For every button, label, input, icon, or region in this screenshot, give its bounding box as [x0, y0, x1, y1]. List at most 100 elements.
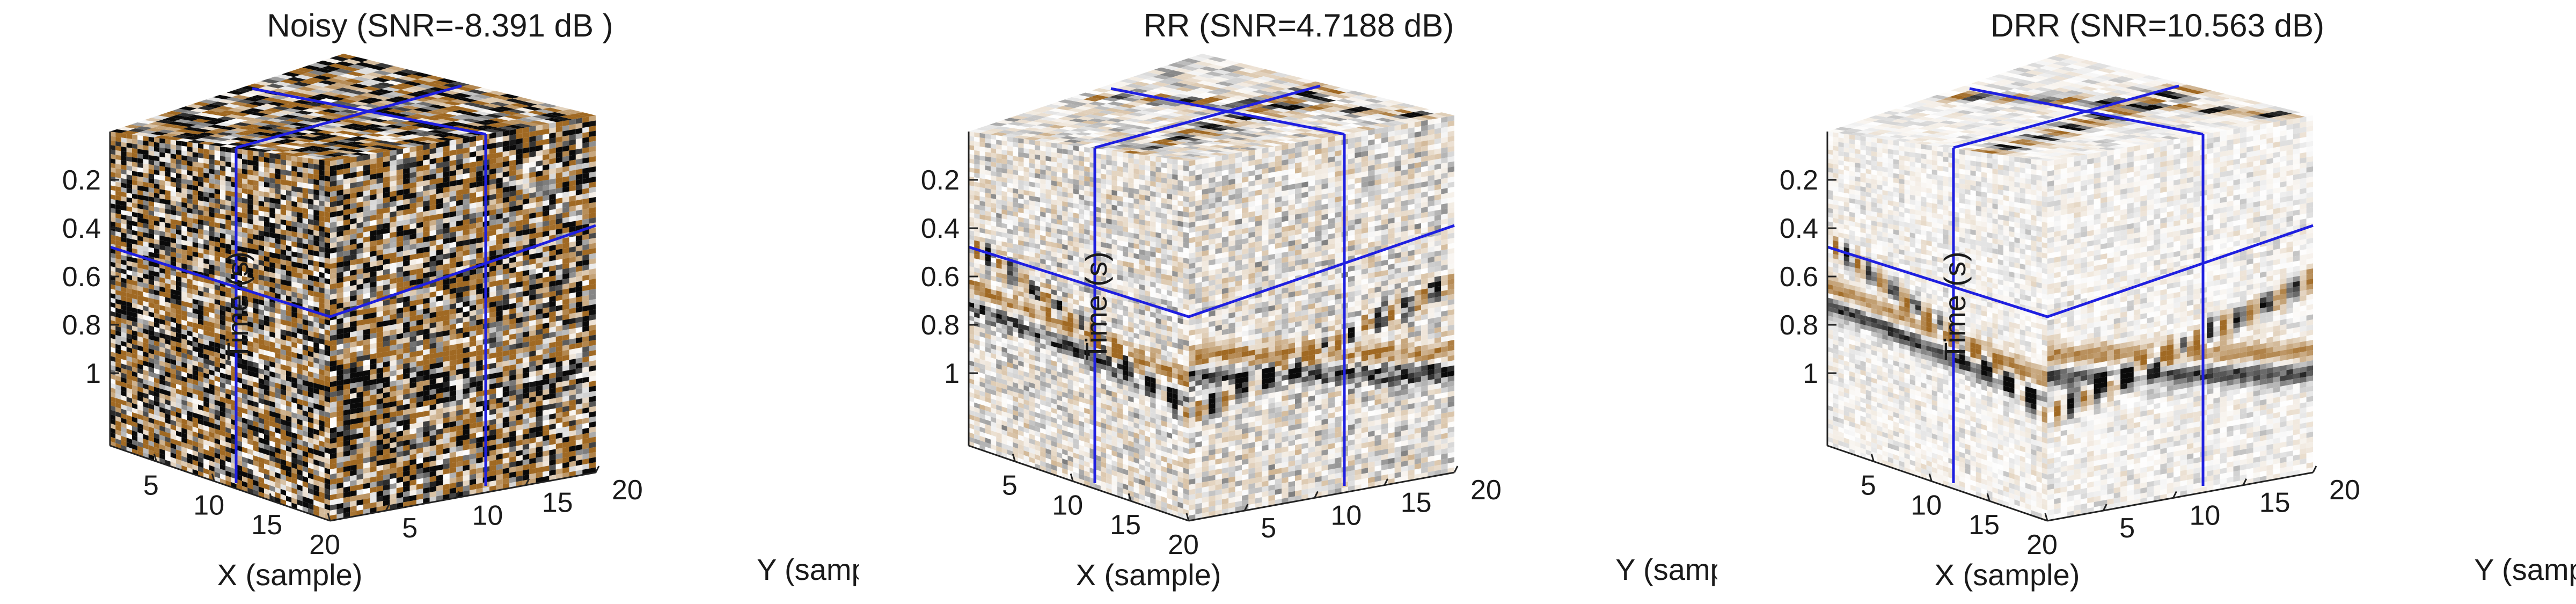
voxel — [154, 424, 160, 431]
voxel — [165, 292, 171, 299]
voxel — [220, 290, 226, 297]
voxel — [165, 250, 171, 257]
voxel — [264, 251, 270, 257]
voxel — [148, 399, 154, 405]
voxel — [214, 260, 220, 267]
voxel — [126, 356, 132, 362]
voxel — [192, 242, 198, 248]
voxel — [253, 328, 259, 334]
voxel — [198, 148, 204, 154]
voxel — [198, 167, 204, 173]
voxel — [363, 251, 370, 258]
voxel — [236, 464, 242, 471]
voxel — [121, 219, 127, 225]
voxel — [336, 446, 343, 453]
voxel — [356, 432, 363, 439]
voxel — [247, 468, 253, 475]
voxel — [209, 192, 215, 199]
voxel — [330, 288, 337, 295]
voxel — [148, 417, 154, 424]
voxel — [126, 333, 132, 340]
voxel — [308, 487, 314, 495]
voxel — [209, 350, 215, 357]
voxel — [275, 343, 281, 350]
voxel — [313, 281, 319, 288]
voxel — [132, 202, 138, 209]
voxel — [336, 462, 343, 469]
voxel — [203, 268, 209, 274]
voxel — [370, 266, 377, 273]
voxel — [203, 306, 209, 312]
voxel — [236, 435, 242, 442]
voxel — [280, 304, 286, 311]
voxel — [242, 198, 248, 204]
voxel — [343, 317, 350, 323]
voxel — [209, 293, 215, 300]
voxel — [286, 330, 292, 337]
voxel — [209, 369, 215, 376]
voxel — [187, 236, 193, 242]
voxel — [269, 460, 275, 468]
voxel — [192, 157, 198, 163]
voxel — [148, 385, 154, 391]
voxel — [220, 377, 226, 384]
voxel — [225, 427, 231, 434]
voxel — [356, 201, 363, 208]
voxel — [121, 192, 127, 198]
voxel — [148, 279, 154, 286]
voxel — [165, 273, 171, 280]
voxel — [313, 505, 319, 512]
voxel — [154, 188, 160, 194]
voxel — [308, 483, 314, 490]
voxel — [110, 365, 116, 371]
voxel — [297, 267, 303, 274]
voxel — [319, 190, 325, 197]
voxel — [110, 199, 116, 205]
voxel — [264, 320, 270, 327]
voxel — [220, 247, 226, 253]
voxel — [214, 356, 220, 363]
voxel — [159, 254, 165, 260]
voxel — [165, 269, 171, 275]
voxel — [356, 232, 363, 239]
voxel — [132, 152, 138, 158]
voxel — [324, 329, 330, 336]
voxel — [209, 231, 215, 237]
voxel — [242, 437, 248, 444]
voxel — [143, 278, 149, 284]
voxel — [132, 316, 138, 323]
voxel — [258, 235, 264, 242]
voxel — [165, 376, 171, 383]
voxel — [115, 380, 121, 387]
voxel — [148, 224, 154, 230]
voxel — [170, 322, 176, 328]
voxel — [313, 433, 319, 441]
voxel — [269, 396, 275, 403]
voxel — [170, 391, 176, 398]
voxel — [214, 447, 220, 455]
voxel — [286, 275, 292, 282]
voxel — [286, 345, 292, 352]
voxel — [363, 452, 370, 459]
voxel — [286, 481, 292, 488]
voxel — [148, 219, 154, 225]
voxel — [236, 328, 242, 335]
voxel — [209, 422, 215, 429]
voxel — [132, 353, 138, 359]
voxel — [126, 288, 132, 294]
voxel — [181, 272, 187, 279]
voxel — [336, 338, 343, 345]
voxel — [115, 145, 121, 151]
voxel — [165, 436, 171, 443]
voxel — [110, 338, 116, 344]
voxel — [159, 281, 165, 288]
voxel — [165, 423, 171, 429]
voxel — [198, 366, 204, 373]
voxel — [132, 261, 138, 268]
voxel — [181, 164, 187, 170]
voxel — [220, 440, 226, 447]
voxel — [110, 252, 116, 259]
voxel — [121, 372, 127, 379]
voxel — [220, 454, 226, 461]
voxel — [198, 229, 204, 235]
